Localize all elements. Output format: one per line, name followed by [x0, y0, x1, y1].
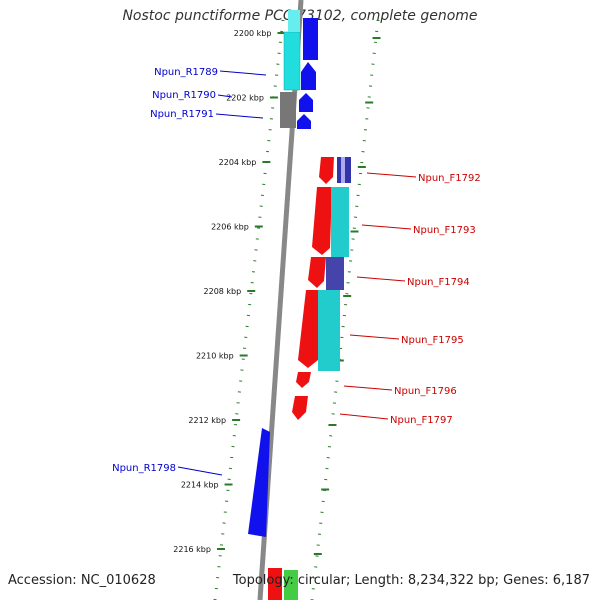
gene-arrow-red[interactable] [296, 372, 311, 388]
gene-block-cyan[interactable] [318, 290, 340, 371]
gene-label[interactable]: Npun_F1794 [407, 277, 470, 288]
ruler-label: 2204 kbp [219, 158, 257, 167]
gene-label[interactable]: Npun_F1796 [394, 386, 457, 397]
gene-label[interactable]: Npun_F1797 [390, 415, 453, 426]
gene-arrow-blue[interactable] [248, 428, 270, 537]
forward-gene-labels: Npun_F1792 Npun_F1793 Npun_F1794 Npun_F1… [390, 173, 481, 426]
label-leaders [177, 70, 417, 476]
ruler-label: 2202 kbp [226, 94, 264, 103]
gene-arrow-red[interactable] [319, 157, 334, 184]
ruler-label: 2200 kbp [234, 29, 272, 38]
gene-label[interactable]: Npun_F1793 [413, 225, 476, 236]
gene-block-green[interactable] [284, 570, 298, 600]
gene-label[interactable]: Npun_R1791 [150, 109, 214, 120]
gene-block-red[interactable] [268, 568, 282, 600]
gene-block-navy[interactable] [326, 257, 344, 290]
ruler-label: 2206 kbp [211, 223, 249, 232]
ruler-label: 2212 kbp [188, 416, 226, 425]
gene-arrow-blue[interactable] [299, 93, 313, 112]
gene-label[interactable]: Npun_F1795 [401, 335, 464, 346]
ruler-label: 2216 kbp [173, 545, 211, 554]
ruler-label: 2208 kbp [204, 287, 242, 296]
accession-label: Accession: NC_010628 [8, 573, 156, 588]
gene-arrow-red[interactable] [312, 187, 332, 255]
ruler-guide-left [213, 19, 285, 600]
reverse-strand-genes [248, 10, 318, 537]
genome-summary: Topology: circular; Length: 8,234,322 bp… [232, 573, 590, 588]
gene-block-cyan[interactable] [288, 10, 300, 32]
gene-block-gray[interactable] [280, 92, 296, 128]
gene-arrow-red[interactable] [308, 257, 326, 288]
gene-arrow-blue[interactable] [303, 18, 318, 60]
gene-block-light[interactable] [341, 157, 345, 183]
reverse-gene-labels: Npun_R1789 Npun_R1790 Npun_R1791 Npun_R1… [112, 67, 218, 474]
gene-label[interactable]: Npun_R1798 [112, 463, 176, 474]
gene-arrow-red[interactable] [292, 396, 308, 420]
ruler-labels: 2200 kbp 2202 kbp 2204 kbp 2206 kbp 2208 kbp… [173, 29, 271, 554]
gene-arrow-blue[interactable] [297, 114, 311, 129]
forward-strand-genes [268, 157, 351, 600]
ruler-ticks-left [216, 32, 286, 550]
ruler-ticks-right [313, 37, 381, 555]
gene-arrow-blue[interactable] [301, 62, 316, 90]
gene-label[interactable]: Npun_R1790 [152, 90, 216, 101]
ruler-label: 2214 kbp [181, 481, 219, 490]
gene-arrow-red[interactable] [298, 290, 322, 368]
gene-label[interactable]: Npun_F1792 [418, 173, 481, 184]
gene-block-cyan[interactable] [283, 31, 301, 91]
gene-label[interactable]: Npun_R1789 [154, 67, 218, 78]
gene-block-cyan[interactable] [331, 187, 349, 257]
ruler-label: 2210 kbp [196, 352, 234, 361]
